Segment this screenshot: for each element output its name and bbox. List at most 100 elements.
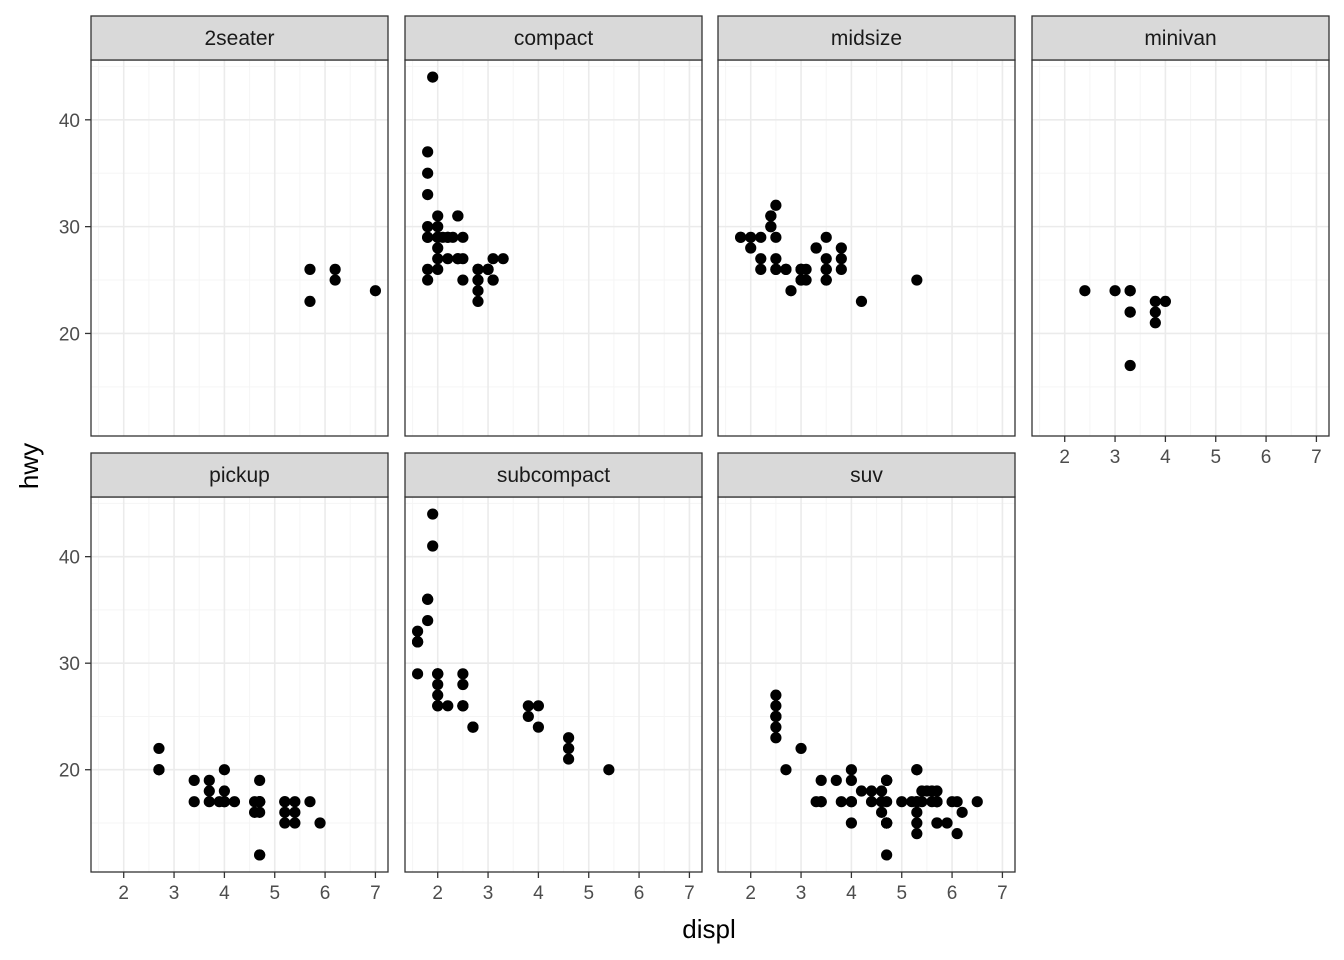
- data-point: [780, 263, 792, 275]
- data-point: [457, 231, 469, 243]
- data-point: [188, 774, 200, 786]
- y-tick-label: 40: [59, 548, 80, 569]
- facet-strip-label: 2seater: [204, 27, 274, 50]
- data-point: [770, 710, 782, 723]
- data-point: [218, 785, 230, 797]
- data-point: [411, 625, 424, 637]
- facet-strip: [90, 15, 389, 61]
- y-tick-label: 40: [59, 111, 80, 132]
- data-point: [951, 796, 963, 808]
- data-point: [881, 849, 893, 861]
- data-point: [1079, 285, 1091, 297]
- data-point: [369, 285, 382, 297]
- data-point: [279, 817, 291, 829]
- data-point: [795, 742, 807, 755]
- data-point: [1159, 295, 1171, 308]
- data-point: [411, 636, 424, 648]
- facet-panel-compact: compact: [404, 15, 703, 437]
- data-point: [1124, 359, 1136, 372]
- data-point: [457, 274, 469, 286]
- data-point: [482, 263, 494, 275]
- data-point: [289, 817, 301, 829]
- y-tick-label: 20: [59, 324, 80, 345]
- panel-background: [718, 60, 1015, 436]
- data-point: [563, 753, 575, 765]
- facet-strip-label: compact: [514, 27, 594, 50]
- panel-background: [91, 60, 388, 436]
- x-tick-label: 6: [634, 883, 645, 904]
- x-tick-label: 5: [269, 883, 280, 904]
- x-axis-title: displ: [682, 914, 735, 944]
- data-point: [876, 806, 888, 818]
- data-point: [770, 721, 782, 733]
- data-point: [472, 274, 484, 286]
- x-tick-label: 7: [684, 883, 695, 904]
- panel-background: [405, 497, 702, 872]
- data-point: [437, 231, 449, 243]
- data-point: [835, 263, 847, 275]
- x-tick-label: 5: [896, 883, 907, 904]
- x-tick-label: 4: [1160, 447, 1171, 468]
- facet-panel-subcompact: subcompact 2 3 4 5 6 7: [404, 452, 703, 904]
- data-point: [522, 710, 534, 723]
- data-point: [304, 263, 316, 275]
- data-point: [765, 210, 777, 222]
- data-point: [765, 221, 777, 233]
- data-point: [254, 774, 266, 786]
- data-point: [815, 774, 827, 786]
- data-point: [971, 796, 983, 808]
- y-tick-label: 30: [59, 218, 80, 239]
- facet-panel-2seater: 2seater 20 30 40: [59, 15, 389, 437]
- data-point: [422, 221, 434, 233]
- data-point: [442, 253, 454, 265]
- data-point: [422, 614, 434, 627]
- data-point: [203, 774, 215, 786]
- data-point: [422, 167, 434, 179]
- data-point: [218, 764, 230, 776]
- data-point: [855, 295, 868, 308]
- data-point: [203, 796, 215, 808]
- data-point: [800, 274, 812, 286]
- facet-strip: [90, 452, 389, 498]
- data-point: [845, 764, 857, 776]
- data-point: [931, 817, 943, 829]
- data-point: [422, 274, 434, 286]
- facet-panel-suv: suv 2 3 4 5 6 7: [717, 452, 1016, 904]
- data-point: [254, 849, 266, 861]
- x-tick-label: 2: [432, 883, 443, 904]
- x-tick-label: 4: [846, 883, 857, 904]
- data-point: [820, 263, 832, 275]
- x-tick-label: 3: [483, 883, 494, 904]
- data-point: [1149, 295, 1161, 308]
- x-tick-label: 4: [533, 883, 544, 904]
- data-point: [329, 263, 341, 275]
- data-point: [427, 508, 439, 520]
- data-point: [876, 785, 888, 797]
- data-point: [896, 796, 908, 808]
- facet-strip: [404, 452, 703, 498]
- facet-strip: [404, 15, 703, 61]
- data-point: [522, 700, 534, 712]
- facet-panel-minivan: minivan 2 3 4 5 6 7: [1031, 15, 1330, 468]
- data-point: [745, 242, 757, 254]
- x-tick-label: 6: [1261, 447, 1272, 468]
- data-point: [881, 817, 893, 829]
- data-point: [1149, 306, 1161, 318]
- x-tick-label: 7: [370, 883, 381, 904]
- data-point: [487, 274, 499, 286]
- data-point: [452, 253, 464, 265]
- data-point: [427, 71, 439, 83]
- data-point: [835, 253, 847, 265]
- data-point: [845, 774, 857, 786]
- data-point: [457, 678, 469, 691]
- data-point: [329, 274, 341, 286]
- data-point: [770, 231, 782, 243]
- data-point: [432, 678, 444, 691]
- data-point: [830, 774, 842, 786]
- data-point: [442, 700, 454, 712]
- facet-strip: [717, 15, 1016, 61]
- facet-panels: 2seater 20 30 40 compact midsize minivan 2 3 4 5 6 7…: [59, 15, 1330, 904]
- facet-strip-label: pickup: [209, 464, 270, 487]
- data-point: [755, 231, 767, 243]
